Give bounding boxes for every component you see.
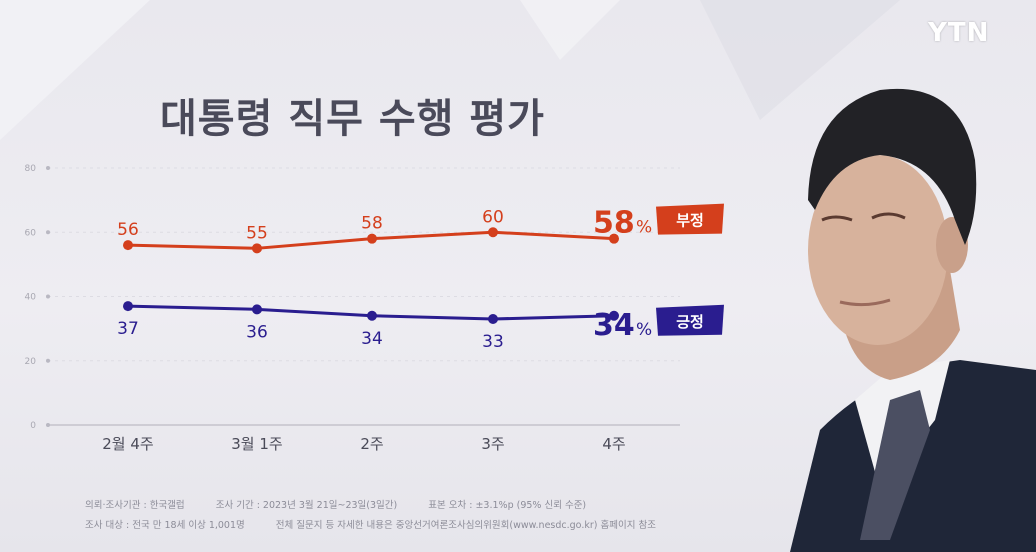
- x-tick-label: 2주: [360, 435, 383, 453]
- footer-source: 의뢰·조사기관 : 한국갤럽: [85, 500, 185, 511]
- x-tick-label: 3월 1주: [231, 435, 282, 453]
- data-point: [123, 301, 133, 312]
- data-point: [252, 304, 262, 315]
- x-tick-label: 3주: [481, 435, 504, 453]
- series-tag-label: 긍정: [676, 313, 704, 331]
- data-label: 34: [361, 329, 383, 349]
- footer-line-2: 조사 대상 : 전국 만 18세 이상 1,001명 전체 질문지 등 자세한 …: [85, 516, 684, 536]
- y-tick-label: 0: [30, 421, 36, 431]
- ytn-logo: YTN: [928, 18, 990, 48]
- y-tick-dot: [46, 423, 50, 427]
- data-label: 60: [482, 207, 504, 227]
- data-label: 36: [246, 322, 268, 342]
- data-label: 56: [117, 220, 139, 240]
- footer-error: 표본 오차 : ±3.1%p (95% 신뢰 수준): [428, 500, 587, 511]
- survey-footer: 의뢰·조사기관 : 한국갤럽 조사 기간 : 2023년 3월 21일~23일(…: [85, 496, 684, 536]
- data-point: [609, 310, 619, 321]
- final-unit: %: [636, 218, 652, 238]
- data-label: 37: [117, 319, 139, 339]
- x-tick-label: 4주: [602, 435, 625, 453]
- data-point: [488, 313, 498, 324]
- data-point: [367, 310, 377, 321]
- final-unit: %: [636, 320, 652, 340]
- y-tick-dot: [46, 166, 50, 170]
- y-tick-label: 60: [25, 228, 37, 238]
- y-tick-label: 80: [25, 164, 37, 174]
- data-label: 55: [246, 223, 268, 243]
- data-point: [488, 227, 498, 238]
- y-tick-label: 20: [25, 357, 37, 367]
- footer-line-1: 의뢰·조사기관 : 한국갤럽 조사 기간 : 2023년 3월 21일~23일(…: [85, 496, 684, 516]
- series-tag: [656, 304, 724, 336]
- y-tick-label: 40: [25, 293, 37, 303]
- series-tag: [656, 203, 724, 235]
- series-tag-label: 부정: [676, 212, 704, 230]
- x-tick-label: 2월 4주: [102, 435, 153, 453]
- person-photo: [790, 88, 1036, 552]
- data-point: [252, 243, 262, 254]
- chart-title: 대통령 직무 수행 평가: [160, 96, 545, 142]
- y-tick-dot: [46, 230, 50, 235]
- final-value: 58: [593, 206, 635, 241]
- final-value: 34: [593, 308, 635, 343]
- line-chart: 0 20 40 60 80 2월 4주 3월 1주 2주 3주 4주 56 55 58 60 58% 부정 37…: [25, 164, 724, 453]
- data-point: [367, 233, 377, 244]
- footer-reference: 전체 질문지 등 자세한 내용은 중앙선거여론조사심의위원회(www.nesdc…: [275, 520, 656, 531]
- footer-period: 조사 기간 : 2023년 3월 21일~23일(3일간): [215, 500, 398, 511]
- data-label: 58: [361, 214, 383, 234]
- y-tick-dot: [46, 294, 50, 299]
- data-label: 33: [482, 332, 504, 352]
- data-point: [123, 240, 133, 251]
- footer-sample: 조사 대상 : 전국 만 18세 이상 1,001명: [85, 520, 245, 531]
- data-point: [609, 233, 619, 244]
- y-tick-dot: [46, 358, 50, 363]
